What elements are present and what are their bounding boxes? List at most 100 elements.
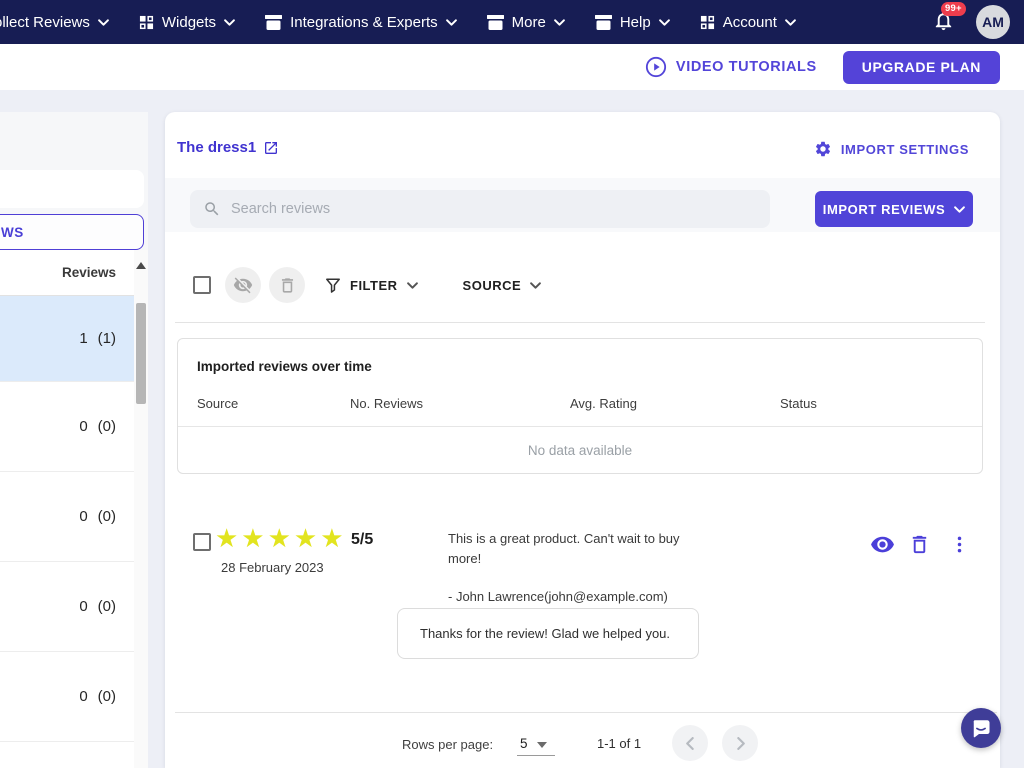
select-underline: [517, 755, 555, 756]
product-row[interactable]: [0, 742, 134, 768]
pagination-range: 1-1 of 1: [597, 736, 642, 751]
chevron-down-icon: [224, 18, 235, 26]
video-tutorials-link[interactable]: VIDEO TUTORIALS: [645, 56, 817, 78]
import-reviews-button[interactable]: IMPORT REVIEWS: [815, 191, 973, 227]
divider: [175, 712, 997, 713]
notifications-button[interactable]: 99+: [932, 2, 966, 35]
rows-per-page-label: Rows per page:: [402, 737, 494, 752]
scroll-up-icon[interactable]: [136, 262, 146, 269]
column-header-no-reviews: No. Reviews: [350, 396, 423, 411]
eye-icon: [871, 536, 894, 553]
scrollbar-thumb[interactable]: [136, 303, 146, 404]
select-all-checkbox[interactable]: [193, 276, 211, 294]
reviews-panel: The dress1 IMPORT SETTINGS IMPORT REVIEW…: [165, 112, 1000, 768]
product-row[interactable]: 0 (0): [0, 652, 134, 742]
review-count-paren: (0): [97, 418, 116, 435]
nav-item-integrations-experts[interactable]: Integrations & Experts: [250, 0, 472, 44]
sidebar-import-reviews-button[interactable]: WS: [0, 214, 144, 250]
chevron-down-icon: [785, 18, 796, 26]
filter-button[interactable]: FILTER: [325, 277, 418, 294]
video-tutorials-label: VIDEO TUTORIALS: [675, 59, 817, 75]
nav-label: Account: [722, 13, 777, 31]
chevron-down-icon: [530, 281, 542, 289]
review-count-paren: (0): [97, 508, 116, 525]
chat-launcher-button[interactable]: [961, 708, 1001, 748]
more-options-button[interactable]: [949, 534, 970, 555]
bell-icon: [935, 11, 952, 31]
review-checkbox[interactable]: [193, 533, 211, 551]
sidebar-search-input[interactable]: [0, 170, 144, 208]
play-circle-icon: [645, 56, 667, 78]
archive-icon: [265, 14, 283, 30]
review-count-paren: (0): [97, 688, 116, 705]
star-rating: ★★★★★: [215, 523, 347, 553]
source-label: SOURCE: [462, 277, 522, 293]
nav-label: Integrations & Experts: [290, 13, 438, 31]
caret-down-icon[interactable]: [537, 742, 547, 748]
product-row[interactable]: 0 (0): [0, 382, 134, 472]
reviews-column-header[interactable]: Reviews: [0, 250, 134, 296]
search-field[interactable]: [190, 190, 770, 228]
chevron-down-icon: [658, 18, 670, 26]
delete-reviews-button[interactable]: [269, 267, 305, 303]
sidebar-scrollbar[interactable]: [134, 250, 148, 768]
product-title-link[interactable]: The dress1: [177, 139, 279, 156]
trash-icon: [912, 535, 927, 554]
nav-label: Widgets: [161, 13, 217, 31]
filter-label: FILTER: [350, 277, 398, 293]
funnel-icon: [325, 277, 341, 294]
nav-item-more[interactable]: More: [472, 0, 580, 44]
review-count: 0: [79, 418, 88, 435]
nav-label: Help: [619, 13, 651, 31]
kebab-menu-icon: [957, 536, 962, 553]
column-header-avg-rating: Avg. Rating: [570, 396, 637, 411]
product-row[interactable]: 0 (0): [0, 562, 134, 652]
import-reviews-label: IMPORT REVIEWS: [822, 201, 946, 217]
previous-page-button[interactable]: [672, 725, 708, 761]
hide-reviews-button[interactable]: [225, 267, 261, 303]
review-count-paren: (1): [97, 330, 116, 347]
open-in-new-icon: [263, 140, 279, 156]
avatar[interactable]: AM: [976, 5, 1010, 39]
review-author: - John Lawrence(john@example.com): [448, 589, 668, 604]
review-date: 28 February 2023: [221, 560, 324, 575]
trash-icon: [281, 277, 293, 293]
chevron-down-icon: [445, 18, 457, 26]
product-row[interactable]: 0 (0): [0, 472, 134, 562]
nav-item-collect-reviews[interactable]: ollect Reviews: [0, 0, 124, 44]
rows-per-page-select[interactable]: 5: [520, 736, 528, 751]
reply-text: Thanks for the review! Glad we helped yo…: [420, 626, 671, 641]
rating-value: 5/5: [351, 531, 374, 548]
archive-icon: [594, 14, 612, 30]
next-page-button[interactable]: [722, 725, 758, 761]
table-title: Imported reviews over time: [197, 359, 372, 374]
review-text: This is a great product. Can't wait to b…: [448, 531, 680, 566]
imported-reviews-table: Imported reviews over time Source No. Re…: [177, 338, 983, 474]
review-count: 1: [79, 330, 88, 347]
chevron-down-icon: [553, 18, 565, 26]
upgrade-plan-button[interactable]: UPGRADE PLAN: [842, 50, 1000, 84]
secondary-bar: VIDEO TUTORIALS UPGRADE PLAN: [0, 44, 1024, 90]
nav-item-help[interactable]: Help: [580, 0, 685, 44]
nav-item-widgets[interactable]: Widgets: [124, 0, 250, 44]
import-settings-button[interactable]: IMPORT SETTINGS: [814, 140, 969, 158]
product-sidebar: WS Reviews 1 (1) 0 (0) 0 (0) 0 (0) 0 (0): [0, 112, 148, 768]
nav-label: ollect Reviews: [0, 13, 90, 31]
review-reply-box: Thanks for the review! Glad we helped yo…: [397, 608, 699, 659]
chevron-down-icon: [97, 18, 109, 26]
view-review-button[interactable]: [870, 532, 895, 557]
product-row[interactable]: 1 (1): [0, 296, 134, 382]
grid-icon: [139, 15, 154, 30]
nav-label: More: [511, 13, 546, 31]
divider: [178, 426, 982, 427]
source-button[interactable]: SOURCE: [463, 278, 542, 293]
chevron-right-icon: [736, 736, 745, 750]
product-list: Reviews 1 (1) 0 (0) 0 (0) 0 (0) 0 (0): [0, 250, 134, 768]
import-settings-label: IMPORT SETTINGS: [840, 141, 969, 157]
search-input[interactable]: [231, 201, 711, 217]
bulk-actions-toolbar: FILTER SOURCE: [193, 267, 542, 303]
eye-off-icon: [233, 277, 253, 294]
delete-review-button[interactable]: [908, 533, 931, 556]
nav-item-account[interactable]: Account: [685, 0, 811, 44]
column-header-source: Source: [197, 396, 239, 411]
